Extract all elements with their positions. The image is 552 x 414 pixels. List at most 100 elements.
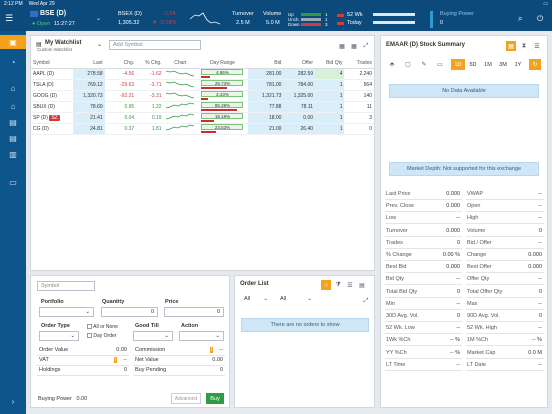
col-bid[interactable]: Bid — [247, 58, 284, 69]
timeframe-3m[interactable]: 3M — [499, 61, 507, 68]
menu-icon[interactable]: ☰ — [5, 13, 14, 23]
cell-symbol[interactable]: SP (D) SZ — [31, 112, 74, 124]
order-side-filter[interactable]: All ⌄ — [277, 294, 315, 304]
col-pct-chg[interactable]: % Chg. — [136, 58, 164, 69]
indicator-icon[interactable]: ▢ — [405, 61, 411, 68]
order-type-select[interactable]: ⌄ — [39, 331, 79, 341]
col-chg[interactable]: Chg. — [104, 58, 137, 69]
search-icon[interactable]: ⌕ — [518, 14, 523, 23]
commission-label: Commission — [135, 347, 166, 353]
summary-label: Low — [386, 215, 397, 222]
timeframe-1m[interactable]: 1M — [484, 61, 492, 68]
summary-label: LT Date — [467, 361, 487, 368]
summary-row: Open -- — [466, 200, 544, 213]
action-select[interactable]: ⌄ — [179, 331, 224, 341]
status-time: 2:12 PM — [4, 1, 23, 7]
timeframe-1y[interactable]: 1Y — [514, 61, 522, 68]
draw-icon[interactable]: ✎ — [421, 61, 427, 68]
summary-row: Total Bid Qty 0 — [385, 286, 462, 298]
portfolio-select[interactable]: ⌄ — [39, 307, 94, 317]
day-order-label: Day Order — [93, 333, 117, 339]
exchange-name[interactable]: BSE (D) — [40, 10, 67, 17]
net-value-label: Net Value — [135, 357, 159, 363]
cell-pct-chg: 1.22 — [136, 101, 164, 113]
cell-last: 21.41 — [73, 112, 105, 124]
refresh-icon[interactable]: ↻ — [529, 59, 541, 70]
cell-symbol[interactable]: AAPL (D) — [31, 68, 74, 80]
edit-watchlist-icon[interactable]: ▦ — [351, 43, 357, 50]
sidebar-item-profile[interactable]: ◔ — [10, 57, 16, 67]
sidebar-expand-icon[interactable]: › — [11, 396, 15, 406]
table-row[interactable]: AAPL (D) 278.58 -4.56 -1.62 4.86% 281.00 282.5… — [31, 68, 374, 80]
table-row[interactable]: SBUX (D) 78.69 0.95 1.22 85.28% 77.88 78.11 1 11 — [31, 101, 374, 113]
cell-last: 78.69 — [73, 101, 105, 113]
col-symbol[interactable]: Symbol — [31, 58, 74, 69]
good-till-select[interactable]: ⌄ — [133, 331, 173, 341]
sidebar-item-trade[interactable]: ▣ — [0, 35, 26, 49]
hourglass-icon[interactable]: ⧗ — [521, 42, 527, 49]
advanced-button[interactable]: Advanced — [171, 393, 201, 404]
quantity-input[interactable]: 0 — [101, 307, 158, 317]
vat-label: VAT — [39, 357, 49, 363]
table-row[interactable]: GOOG (D) 1,320.73 -92.21 -3.31 2.43% 1,321.73… — [31, 90, 374, 102]
price-input[interactable]: 0 — [164, 307, 224, 317]
power-icon[interactable]: ⏻ — [537, 14, 544, 23]
cell-symbol[interactable]: GOOG (D) — [31, 90, 74, 102]
symbol-input[interactable]: Symbol — [37, 281, 95, 291]
cell-symbol[interactable]: SBUX (D) — [31, 101, 74, 113]
sidebar-item-portfolio[interactable]: ▤ — [9, 117, 17, 127]
col-offer[interactable]: Offer — [283, 58, 316, 69]
timeframe-5d[interactable]: 5D — [469, 61, 477, 68]
expand-icon[interactable]: ⤢ — [363, 42, 369, 49]
pointer-icon[interactable]: ☝ — [321, 280, 331, 290]
add-symbol-input[interactable]: Add Symbol — [109, 40, 201, 50]
cell-symbol[interactable]: TSLA (D) — [31, 79, 74, 91]
market-clock: 11:27:27 — [53, 21, 75, 27]
list-view-icon[interactable]: ☰ — [534, 43, 540, 50]
list-icon[interactable]: ☰ — [347, 282, 353, 289]
table-row[interactable]: TSLA (D) 769.12 -29.63 -3.71 25.73% 781.00 784… — [31, 79, 374, 91]
sidebar-item-cards[interactable]: ▭ — [9, 177, 17, 187]
all-or-none-checkbox[interactable] — [87, 324, 92, 330]
grid-view-icon[interactable]: ▦ — [506, 41, 516, 51]
summary-value: -- — [538, 203, 542, 210]
sidebar-item-institution[interactable]: ⌂ — [10, 101, 16, 111]
order-side-filter-value: All — [280, 296, 287, 302]
sidebar-item-reports[interactable]: ▥ — [9, 149, 17, 159]
index-value: 1,305.32 — [118, 20, 140, 26]
summary-label: YY %Ch — [386, 349, 407, 356]
col-last[interactable]: Last — [73, 58, 105, 69]
chevron-down-icon[interactable]: ⌄ — [97, 42, 103, 48]
sidebar-item-bank[interactable]: ⌂ — [10, 83, 16, 93]
col-trades[interactable]: Trades — [344, 58, 374, 69]
chart-type-icon[interactable]: ⬘ — [389, 61, 395, 68]
col-day-range[interactable]: Day Range — [197, 58, 248, 69]
compare-icon[interactable]: ▭ — [437, 61, 443, 68]
expand-icon[interactable]: ⤢ — [363, 297, 369, 304]
buy-button[interactable]: Buy — [206, 393, 224, 404]
col-bid-qty[interactable]: Bid Qty — [315, 58, 345, 69]
sidebar-item-orders[interactable]: ▤ — [9, 133, 17, 143]
cell-day-range: 85.28% — [197, 101, 248, 113]
table-row[interactable]: CG (D) 24.81 0.37 1.81 23.53% 21.00 26.40 1 0 — [31, 123, 374, 135]
info-icon[interactable]: i — [209, 347, 213, 353]
cell-offer: 282.59 — [283, 68, 316, 80]
chevron-down-icon[interactable]: ⌄ — [96, 16, 102, 22]
symbol-text: SBUX (D) — [33, 103, 55, 110]
order-status-filter[interactable]: All ⌄ — [241, 294, 271, 304]
cell-chart — [163, 90, 198, 102]
info-icon[interactable]: i — [113, 357, 117, 363]
chevron-down-icon: ⌄ — [263, 296, 268, 302]
menu-icon[interactable]: ▤ — [359, 282, 365, 289]
vat-value: -- — [123, 357, 127, 363]
timeframe-1d[interactable]: 1D — [451, 59, 465, 70]
table-row[interactable]: SP (D) SZ 21.41 0.04 0.19 19.19% 18.00 0.00 1 3 — [31, 112, 374, 124]
day-order-checkbox[interactable] — [87, 333, 92, 339]
filter-icon[interactable]: ⧩ — [335, 281, 341, 288]
cell-symbol[interactable]: CG (D) — [31, 123, 74, 135]
add-watchlist-icon[interactable]: ▦ — [339, 43, 345, 50]
watchlist-title[interactable]: My Watchlist — [45, 40, 82, 46]
summary-row: VWAP -- — [466, 188, 544, 200]
stock-summary-panel: EMAAR (D) Stock Summary ▦ ⧗ ☰ ⬘ ▢ ✎ ▭ 1D… — [380, 35, 548, 408]
symbol-text: GOOG (D) — [33, 92, 57, 99]
